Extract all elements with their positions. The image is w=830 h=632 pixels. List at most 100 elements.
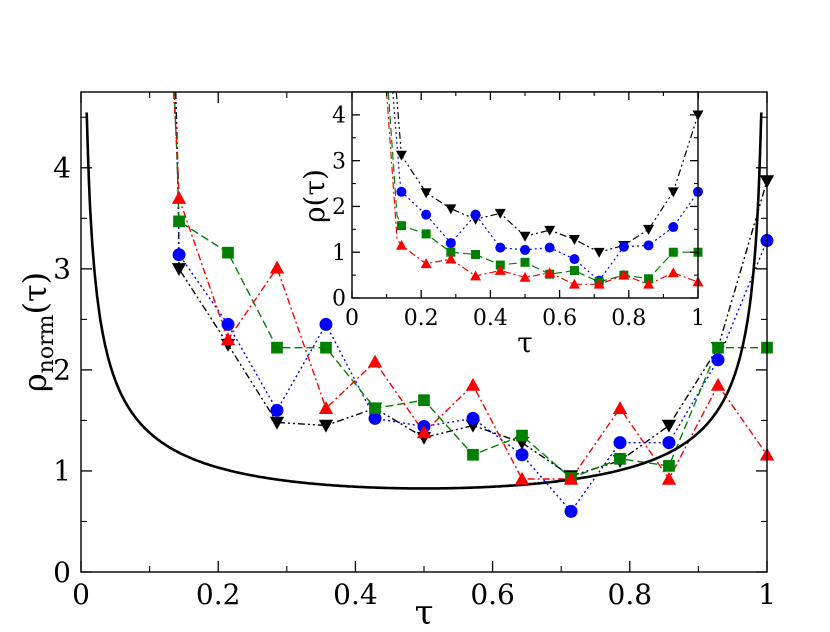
inset-y-tick-label: 3 [332, 149, 346, 174]
inset-point-red-triangle-up [544, 267, 556, 278]
main-y-tick-labels: 0 1 2 3 4 [53, 152, 71, 589]
inset-point-green-square [569, 266, 579, 276]
main-series-line-black-triangle-down [175, 92, 767, 477]
inset-point-black-triangle-down [519, 231, 531, 242]
inset-point-green-square [421, 229, 431, 239]
inset-x-tick-labels: 0 0.2 0.4 0.6 0.8 1 [345, 306, 705, 331]
main-point-red-triangle-up [318, 401, 334, 415]
main-y-tick-label: 1 [53, 455, 71, 488]
main-x-tick-label: 1 [758, 578, 776, 611]
inset-point-black-triangle-down [544, 225, 556, 236]
inset-x-tick-label: 0.4 [473, 306, 508, 331]
main-point-green-square [222, 246, 234, 259]
main-y-tick-label: 2 [53, 354, 71, 387]
inset-point-blue-circle [520, 244, 530, 255]
main-point-green-square [271, 341, 283, 354]
main-point-green-square [712, 341, 724, 354]
inset-point-black-triangle-down [445, 204, 457, 215]
inset-point-red-triangle-up [568, 278, 580, 289]
inset-x-tick-label: 0.2 [404, 306, 439, 331]
inset-point-blue-circle [470, 209, 481, 220]
inset-x-tick-label: 0.6 [542, 306, 577, 331]
main-point-green-square [467, 448, 479, 461]
inset-x-tick-label: 0.8 [611, 306, 646, 331]
main-point-red-triangle-up [514, 471, 530, 485]
main-point-green-square [663, 460, 675, 472]
main-theory-curve [85, 112, 763, 490]
main-y-axis-label-sub: norm [34, 314, 59, 373]
inset-point-blue-circle [668, 222, 679, 233]
main-point-green-square [418, 394, 430, 407]
main-point-black-triangle-down [318, 419, 334, 433]
main-y-tick-label: 4 [53, 152, 71, 185]
main-y-axis-label: ρnorm(τ) [16, 272, 59, 392]
main-point-black-triangle-down [661, 419, 677, 433]
inset-point-black-triangle-down [420, 188, 432, 199]
inset-point-red-triangle-up [445, 253, 457, 264]
main-y-tick-label: 0 [53, 556, 71, 589]
main-point-blue-circle [515, 448, 529, 462]
inset-point-black-triangle-down [494, 208, 506, 219]
main-point-green-square [369, 402, 381, 415]
inset-point-red-triangle-up [395, 239, 407, 250]
main-point-blue-circle [221, 317, 235, 331]
main-point-red-triangle-up [563, 471, 579, 485]
main-point-green-square [173, 215, 185, 228]
inset-point-green-square [520, 257, 530, 267]
main-x-tick-label: 0.6 [470, 578, 515, 611]
inset-point-blue-circle [495, 242, 506, 253]
main-point-green-square [516, 429, 528, 442]
inset-point-blue-circle [396, 186, 407, 197]
inset-y-tick-label: 4 [332, 104, 346, 129]
inset-point-blue-circle [569, 254, 580, 265]
inset-y-tick-label: 2 [332, 195, 346, 220]
main-point-blue-circle [270, 403, 284, 417]
main-point-blue-circle [319, 317, 333, 331]
inset-chart: 0 0.2 0.4 0.6 0.8 1 0 1 2 3 4 τ ρ(τ) [298, 91, 705, 359]
inset-x-tick-label: 0 [345, 306, 359, 331]
main-point-red-triangle-up [220, 332, 236, 346]
inset-point-red-triangle-up [593, 278, 605, 289]
main-point-green-square [320, 341, 332, 354]
main-point-green-square [614, 452, 626, 465]
inset-point-blue-circle [445, 238, 456, 249]
main-point-blue-circle [662, 436, 676, 450]
inset-x-tick-label: 1 [691, 306, 705, 331]
main-x-tick-label: 0.2 [196, 578, 241, 611]
inset-point-green-square [396, 221, 406, 231]
main-point-red-triangle-up [367, 354, 383, 368]
inset-point-red-triangle-up [618, 269, 630, 280]
main-point-blue-circle [711, 353, 725, 367]
main-point-red-triangle-up [269, 260, 285, 274]
inset-point-black-triangle-down [667, 187, 679, 198]
inset-point-blue-circle [618, 241, 629, 252]
inset-point-blue-circle [544, 242, 555, 253]
inset-x-axis-label: τ [517, 326, 533, 359]
main-x-tick-labels: 0 0.2 0.4 0.6 0.8 1 [72, 578, 776, 611]
inset-point-black-triangle-down [643, 224, 655, 235]
inset-point-black-triangle-down [568, 235, 580, 245]
inset-point-red-triangle-up [470, 270, 482, 281]
inset-ticks [351, 92, 699, 299]
main-y-axis-label-rho: ρ [16, 373, 54, 392]
main-point-black-triangle-down [171, 263, 187, 276]
inset-point-blue-circle [643, 240, 654, 251]
main-point-blue-circle [466, 411, 480, 425]
inset-point-black-triangle-down [395, 150, 407, 161]
inset-y-tick-label: 0 [332, 287, 346, 312]
main-point-red-triangle-up [710, 377, 726, 391]
main-point-black-triangle-down [269, 416, 285, 430]
main-x-axis-label: τ [415, 593, 434, 632]
main-point-red-triangle-up [661, 471, 677, 485]
main-x-tick-label: 0.4 [333, 578, 378, 611]
main-point-red-triangle-up [171, 190, 187, 204]
main-x-tick-label: 0.8 [608, 578, 653, 611]
inset-point-blue-circle [421, 209, 432, 220]
inset-point-black-triangle-down [593, 247, 605, 258]
inset-point-green-square [668, 247, 678, 257]
main-y-axis-label-tail: (τ) [16, 272, 54, 315]
main-point-red-triangle-up [612, 401, 628, 415]
main-x-tick-label: 0 [72, 578, 90, 611]
main-y-tick-label: 3 [53, 253, 71, 286]
inset-series-markers [395, 110, 704, 289]
